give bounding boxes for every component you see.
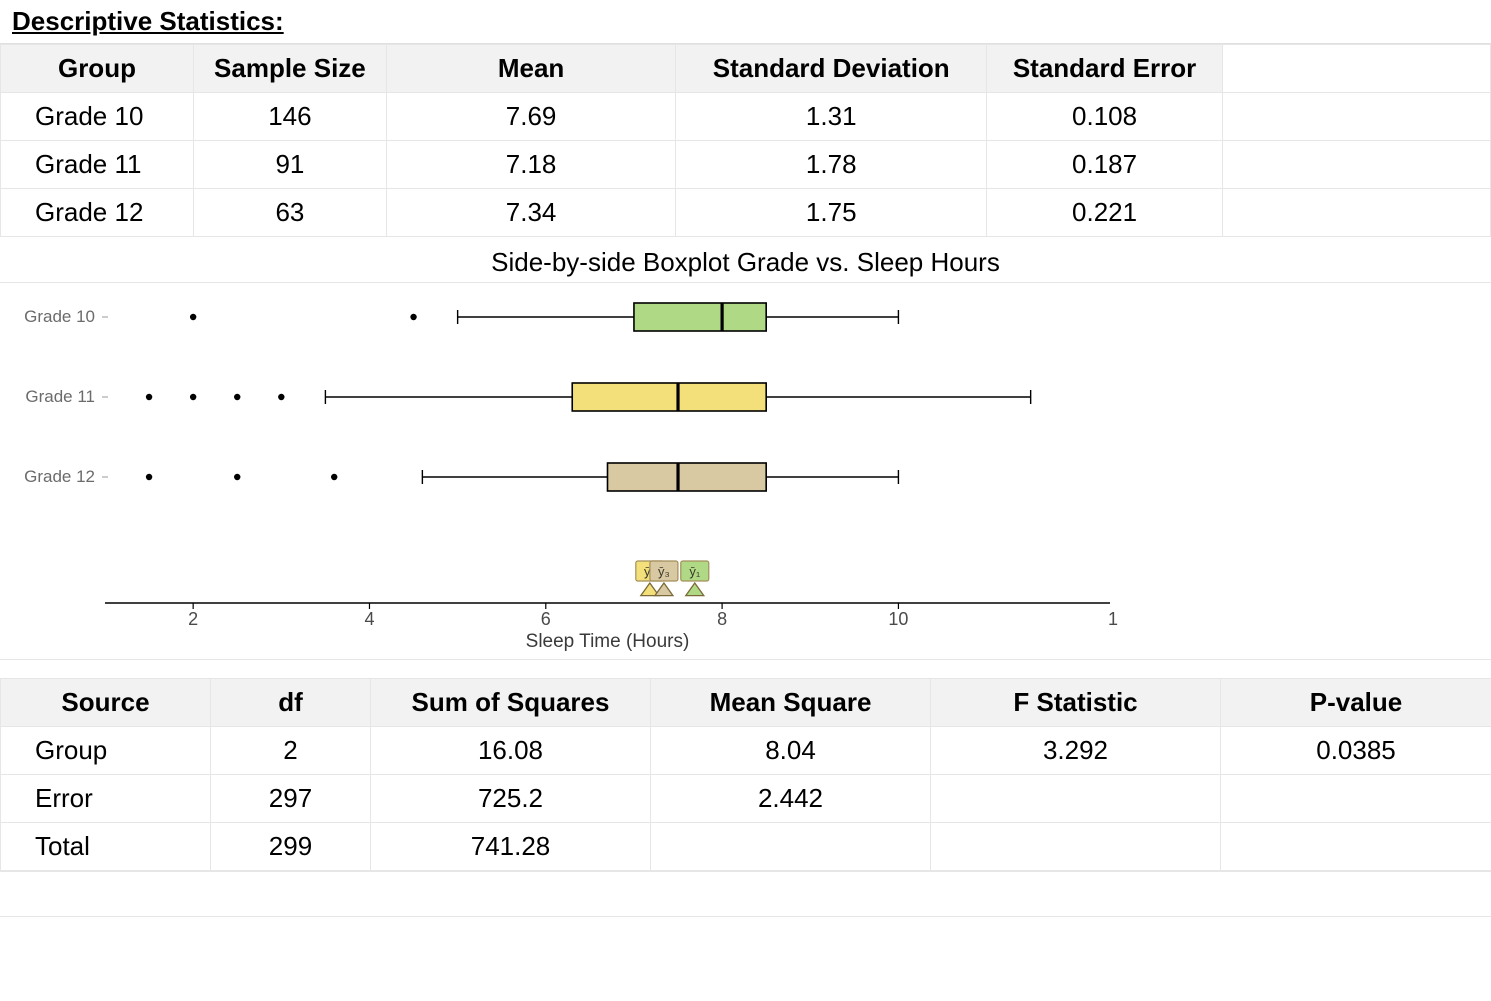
x-axis-tick-label: 1 [1108, 609, 1118, 629]
mean-marker-label: ȳ₁ [689, 564, 701, 579]
table-cell: 0.221 [987, 189, 1223, 237]
boxplot-box [608, 463, 767, 491]
anova-col-header: Mean Square [651, 679, 931, 727]
table-cell: Grade 10 [1, 93, 194, 141]
outlier-point [234, 394, 240, 400]
outlier-point [410, 314, 416, 320]
outlier-point [190, 394, 196, 400]
desc-col-header: Standard Error [987, 45, 1223, 93]
table-cell: 8.04 [651, 727, 931, 775]
section-title: Descriptive Statistics: [0, 0, 1491, 44]
table-cell [1221, 775, 1491, 823]
boxplot-chart: Grade 10Grade 11Grade 12ȳ₂ȳ₃ȳ₁2468101Sle… [0, 282, 1491, 660]
table-row: Group216.088.043.2920.0385 [1, 727, 1491, 775]
outlier-point [146, 474, 152, 480]
table-cell: Total [1, 823, 211, 871]
table-cell: 1.31 [676, 93, 987, 141]
table-row: Grade 11917.181.780.187 [1, 141, 1491, 189]
mean-marker-triangle [686, 583, 704, 596]
table-cell: 297 [211, 775, 371, 823]
boxplot-y-label: Grade 10 [24, 307, 95, 326]
boxplot-box [634, 303, 766, 331]
mean-marker-triangle [655, 583, 673, 596]
anova-col-header: Sum of Squares [371, 679, 651, 727]
spreadsheet-sheet: Descriptive Statistics: GroupSample Size… [0, 0, 1491, 917]
outlier-point [190, 314, 196, 320]
desc-col-header: Group [1, 45, 194, 93]
table-cell [651, 823, 931, 871]
table-cell [931, 775, 1221, 823]
table-cell [931, 823, 1221, 871]
desc-col-header: Mean [386, 45, 675, 93]
boxplot-title: Side-by-side Boxplot Grade vs. Sleep Hou… [0, 237, 1491, 282]
anova-col-header: df [211, 679, 371, 727]
table-cell: 3.292 [931, 727, 1221, 775]
table-cell: Group [1, 727, 211, 775]
outlier-point [278, 394, 284, 400]
table-cell: 0.0385 [1221, 727, 1491, 775]
table-cell: 0.187 [987, 141, 1223, 189]
table-cell: 91 [193, 141, 386, 189]
table-cell: 299 [211, 823, 371, 871]
descriptive-stats-table: GroupSample SizeMeanStandard DeviationSt… [0, 44, 1491, 237]
table-cell: 741.28 [371, 823, 651, 871]
x-axis-tick-label: 4 [364, 609, 374, 629]
x-axis-label: Sleep Time (Hours) [526, 631, 690, 652]
table-row: Error297725.22.442 [1, 775, 1491, 823]
outlier-point [234, 474, 240, 480]
table-row: Grade 12637.341.750.221 [1, 189, 1491, 237]
anova-col-header: P-value [1221, 679, 1491, 727]
outlier-point [331, 474, 337, 480]
table-cell: Grade 11 [1, 141, 194, 189]
table-cell: 1.75 [676, 189, 987, 237]
anova-col-header: F Statistic [931, 679, 1221, 727]
table-cell: 1.78 [676, 141, 987, 189]
x-axis-tick-label: 8 [717, 609, 727, 629]
table-cell: 2 [211, 727, 371, 775]
table-row: Grade 101467.691.310.108 [1, 93, 1491, 141]
anova-table: SourcedfSum of SquaresMean SquareF Stati… [0, 678, 1491, 871]
boxplot-y-label: Grade 12 [24, 467, 95, 486]
table-cell: 7.34 [386, 189, 675, 237]
table-cell [1221, 823, 1491, 871]
table-cell: 146 [193, 93, 386, 141]
table-cell: 725.2 [371, 775, 651, 823]
table-cell: 16.08 [371, 727, 651, 775]
mean-marker-label: ȳ₃ [658, 564, 670, 579]
boxplot-box [572, 383, 766, 411]
anova-col-header: Source [1, 679, 211, 727]
table-cell: 7.18 [386, 141, 675, 189]
outlier-point [146, 394, 152, 400]
desc-col-header: Sample Size [193, 45, 386, 93]
table-cell: 0.108 [987, 93, 1223, 141]
boxplot-y-label: Grade 11 [25, 387, 95, 406]
table-row: Total299741.28 [1, 823, 1491, 871]
x-axis-tick-label: 6 [541, 609, 551, 629]
x-axis-tick-label: 10 [888, 609, 908, 629]
table-cell: 63 [193, 189, 386, 237]
x-axis-tick-label: 2 [188, 609, 198, 629]
table-cell: Grade 12 [1, 189, 194, 237]
table-cell: 2.442 [651, 775, 931, 823]
table-cell: 7.69 [386, 93, 675, 141]
table-cell: Error [1, 775, 211, 823]
desc-col-header: Standard Deviation [676, 45, 987, 93]
